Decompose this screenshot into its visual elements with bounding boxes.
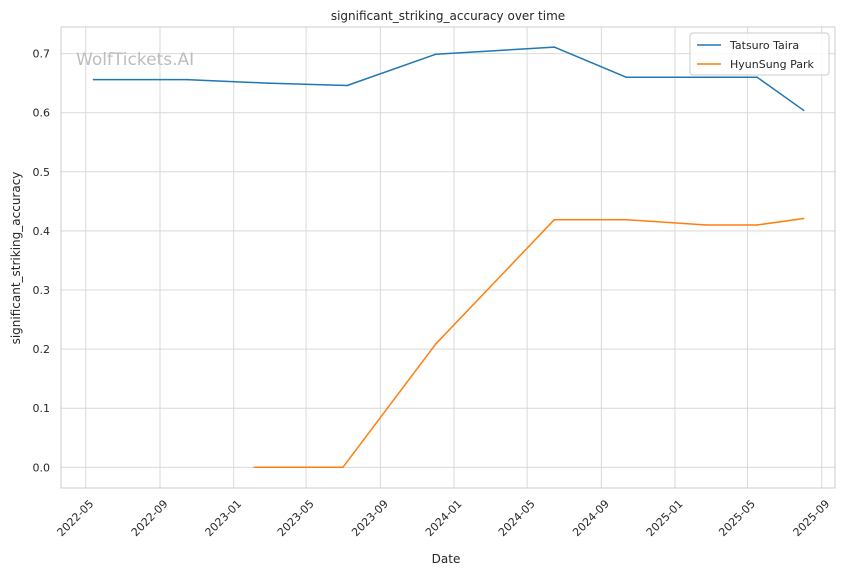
y-tick-label: 0.0: [33, 461, 51, 474]
y-tick-label: 0.4: [33, 225, 51, 238]
data-point-tatsuro-taira: [802, 109, 805, 112]
x-tick-label: 2025-01: [644, 497, 686, 539]
data-point-tatsuro-taira: [553, 46, 556, 48]
y-tick-labels: 0.0 0.1 0.2 0.3 0.4 0.5 0.6 0.7: [33, 48, 51, 475]
y-tick-label: 0.2: [33, 343, 51, 356]
chart-title: significant_striking_accuracy over time: [331, 9, 565, 23]
y-axis-title: significant_striking_accuracy: [9, 172, 23, 345]
data-point-tatsuro-taira: [266, 82, 268, 84]
x-tick-label: 2024-09: [570, 497, 612, 539]
x-tick-label: 2023-01: [203, 497, 245, 539]
x-tick-label: 2025-09: [791, 497, 833, 539]
x-tick-label: 2022-09: [129, 497, 171, 539]
data-point-hyunsung-park: [253, 466, 255, 469]
y-tick-label: 0.5: [33, 166, 51, 179]
data-point-hyunsung-park: [756, 224, 758, 226]
y-tick-label: 0.6: [33, 107, 51, 120]
legend-label-tatsuro-taira: Tatsuro Taira: [729, 39, 799, 52]
data-point-tatsuro-taira: [185, 78, 188, 81]
x-tick-label: 2024-05: [496, 497, 538, 539]
data-point-tatsuro-taira: [625, 76, 627, 79]
data-point-tatsuro-taira: [346, 84, 348, 87]
data-point-hyunsung-park: [435, 342, 437, 345]
series-lines: [92, 46, 805, 469]
x-axis-title: Date: [432, 552, 461, 566]
data-point-hyunsung-park: [705, 224, 708, 226]
x-tick-labels: 2022-05 2022-09 2023-01 2023-05 2023-09 2024-…: [55, 497, 833, 539]
x-tick-label: 2025-05: [716, 497, 758, 539]
series-line-hyunsung-park: [254, 217, 804, 469]
y-tick-label: 0.1: [33, 402, 51, 415]
data-point-hyunsung-park: [802, 217, 805, 220]
data-point-tatsuro-taira: [756, 76, 758, 79]
data-point-tatsuro-taira: [435, 53, 437, 55]
legend: Tatsuro Taira HyunSung Park: [689, 32, 830, 76]
x-tick-label: 2023-09: [349, 497, 391, 539]
data-point-hyunsung-park: [553, 218, 556, 221]
watermark: WolfTickets.AI: [76, 50, 194, 70]
legend-box: [689, 32, 830, 76]
x-tick-label: 2024-01: [423, 497, 465, 539]
data-point-hyunsung-park: [342, 466, 344, 469]
x-tick-label: 2023-05: [275, 497, 317, 539]
grid: [61, 27, 835, 488]
legend-label-hyunsung-park: HyunSung Park: [730, 58, 815, 71]
x-tick-label: 2022-05: [55, 497, 97, 539]
y-tick-label: 0.3: [33, 284, 51, 297]
y-tick-label: 0.7: [33, 48, 51, 61]
plot-area-frame: [60, 26, 836, 489]
data-point-tatsuro-taira: [92, 78, 95, 81]
data-point-hyunsung-park: [625, 218, 627, 221]
